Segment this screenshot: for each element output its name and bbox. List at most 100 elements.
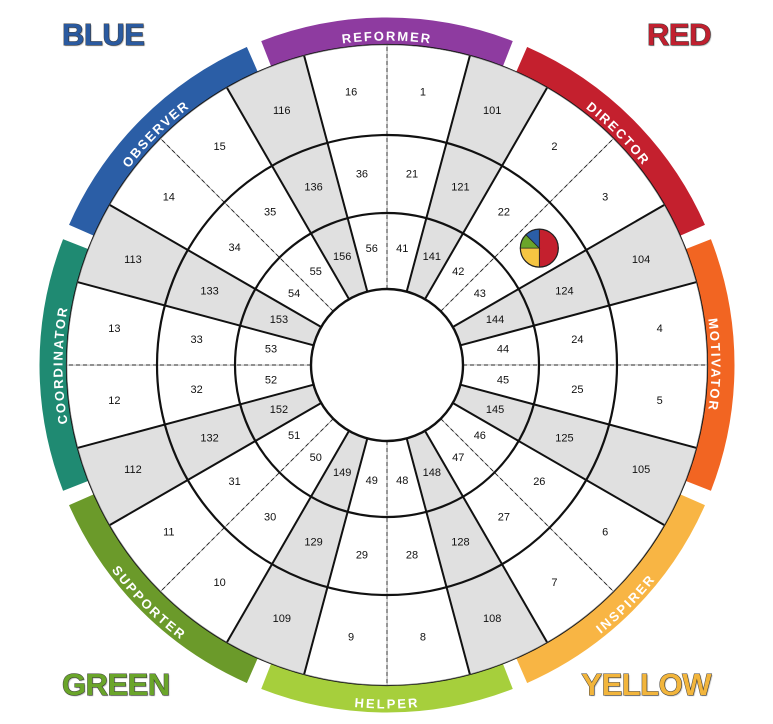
segment-label: 129 — [304, 536, 322, 548]
segment-label: 32 — [191, 384, 203, 396]
segment-label: 124 — [555, 286, 573, 298]
ring-border — [233, 211, 541, 519]
segment-label: 112 — [124, 464, 142, 476]
segment-label: 41 — [396, 243, 408, 255]
segment-label: 22 — [498, 207, 510, 219]
segment-label: 53 — [265, 344, 277, 356]
segment-label: 104 — [632, 254, 650, 266]
segment-label: 6 — [602, 526, 608, 538]
segment-label: 44 — [497, 344, 509, 356]
segment-label: 10 — [213, 577, 225, 589]
segment-label: 148 — [423, 467, 441, 479]
segment-label: 16 — [345, 86, 357, 98]
segment-label: 105 — [632, 464, 650, 476]
solid-divider — [109, 402, 322, 526]
segment-label: 47 — [452, 452, 464, 464]
solid-divider — [452, 402, 665, 526]
corner-label-yellow: YELLOW — [581, 667, 712, 703]
solid-divider — [424, 87, 548, 300]
segment-label: 54 — [288, 288, 300, 300]
solid-divider — [405, 55, 471, 292]
corner-label-blue: BLUE — [61, 17, 145, 53]
segment-label: 48 — [396, 475, 408, 487]
segment-label: 26 — [533, 476, 545, 488]
band-label-coordinator: COORDINATOR — [50, 305, 70, 426]
segment-label: 145 — [486, 404, 504, 416]
segment-label: 101 — [483, 105, 501, 117]
segment-label: 136 — [304, 182, 322, 194]
segment-label: 153 — [270, 314, 288, 326]
segment-label: 49 — [366, 475, 378, 487]
segment-label: 15 — [213, 141, 225, 153]
dashed-divider — [160, 138, 334, 312]
segment-label: 156 — [333, 251, 351, 263]
corner-label-red: RED — [647, 17, 712, 53]
segment-label: 108 — [483, 613, 501, 625]
band-label-reformer: REFORMER — [341, 28, 433, 46]
segment-label: 28 — [406, 549, 418, 561]
segment-label: 50 — [310, 452, 322, 464]
segment-label: 128 — [451, 536, 469, 548]
segment-label: 113 — [124, 254, 142, 266]
solid-divider — [77, 281, 314, 347]
solid-divider — [303, 55, 369, 292]
segment-label: 133 — [200, 286, 218, 298]
segment-label: 5 — [657, 395, 663, 407]
segment-label: 141 — [423, 251, 441, 263]
segment-label: 29 — [356, 549, 368, 561]
band-label-helper: HELPER — [354, 695, 420, 712]
segment-label: 46 — [474, 430, 486, 442]
corner-label-green: GREEN — [62, 667, 171, 703]
position-marker — [519, 228, 559, 268]
segment-label: 152 — [270, 404, 288, 416]
solid-divider — [405, 438, 471, 675]
segment-label: 25 — [571, 384, 583, 396]
segment-label: 7 — [551, 577, 557, 589]
segment-label: 8 — [420, 632, 426, 644]
solid-divider — [77, 383, 314, 449]
solid-divider — [452, 204, 665, 328]
band-label-motivator: MOTIVATOR — [705, 317, 723, 413]
segment-label: 121 — [451, 182, 469, 194]
segment-label: 55 — [310, 266, 322, 278]
solid-divider — [109, 204, 322, 328]
dashed-divider — [440, 418, 614, 592]
solid-divider — [460, 383, 697, 449]
segment-label: 34 — [229, 242, 241, 254]
ring-border — [155, 133, 619, 597]
segment-label: 144 — [486, 314, 504, 326]
segment-label: 36 — [356, 169, 368, 181]
segment-label: 125 — [555, 432, 573, 444]
dashed-divider — [440, 138, 614, 312]
segment-label: 24 — [571, 334, 583, 346]
solid-divider — [303, 438, 369, 675]
segment-label: 56 — [366, 243, 378, 255]
segment-label: 109 — [273, 613, 291, 625]
segment-label: 2 — [551, 141, 557, 153]
solid-divider — [424, 430, 548, 643]
segment-label: 45 — [497, 374, 509, 386]
solid-divider — [226, 430, 350, 643]
dashed-divider — [160, 418, 334, 592]
segment-label: 12 — [108, 395, 120, 407]
segment-label: 42 — [452, 266, 464, 278]
segment-label: 132 — [200, 432, 218, 444]
segment-label: 116 — [273, 105, 291, 117]
segment-label: 11 — [163, 526, 174, 538]
segment-label: 3 — [602, 192, 608, 204]
segment-label: 21 — [406, 169, 418, 181]
segment-label: 30 — [264, 511, 276, 523]
segment-label: 33 — [191, 334, 203, 346]
solid-divider — [226, 87, 350, 300]
segment-label: 52 — [265, 374, 277, 386]
segment-label: 51 — [288, 430, 300, 442]
center-circle — [309, 287, 465, 443]
segment-label: 149 — [333, 467, 351, 479]
segment-label: 13 — [108, 323, 120, 335]
segment-label: 35 — [264, 207, 276, 219]
segment-label: 27 — [498, 511, 510, 523]
segment-label: 4 — [657, 323, 663, 335]
segment-label: 43 — [474, 288, 486, 300]
segment-label: 1 — [420, 86, 426, 98]
